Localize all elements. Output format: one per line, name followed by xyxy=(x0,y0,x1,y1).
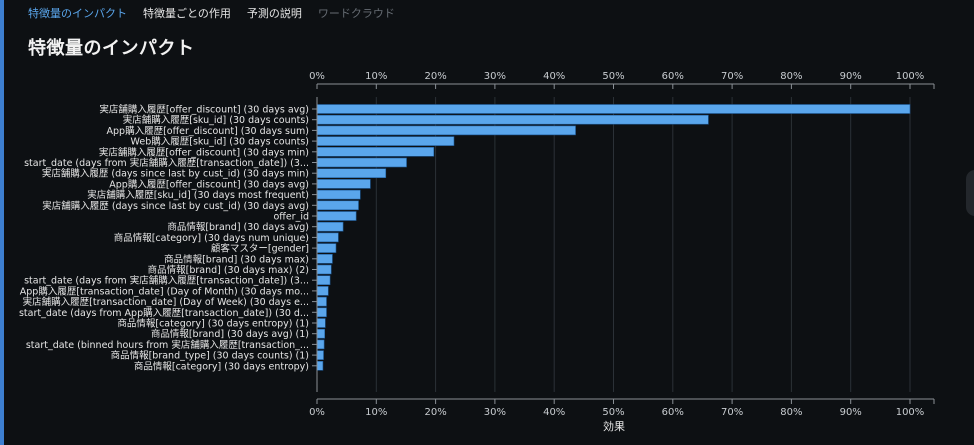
category-label: 商品情報[category] (30 days num unique) xyxy=(114,232,309,244)
category-label: 商品情報[brand] (30 days avg) xyxy=(167,221,309,233)
top-tick-label: 80% xyxy=(780,71,802,82)
top-tick-label: 20% xyxy=(424,71,446,82)
top-tick-label: 0% xyxy=(309,71,325,82)
category-label: start_date (days from 実店舗購入履歴[transactio… xyxy=(24,157,309,169)
bar xyxy=(316,254,333,264)
category-label: 実店舗購入履歴 (days since last by cust_id) (30… xyxy=(42,168,309,180)
bottom-tick-label: 20% xyxy=(424,407,446,418)
tab-word-cloud[interactable]: ワードクラウド xyxy=(317,7,395,20)
tab-feature-effects[interactable]: 特徴量ごとの作用 xyxy=(143,7,231,20)
bottom-tick-label: 100% xyxy=(896,407,925,418)
bar xyxy=(316,232,339,243)
grid-layer xyxy=(316,97,911,392)
bottom-tick-label: 30% xyxy=(484,407,506,418)
x-axis-label: 効果 xyxy=(603,419,625,433)
category-label: 商品情報[brand] (30 days max) (2) xyxy=(148,264,309,276)
bottom-axis: 0% 10% 20% 30% 40% 50% 60% 70% 80% 90% 100% xyxy=(309,398,935,418)
category-label: 実店舗購入履歴[offer_discount] (30 days avg) xyxy=(99,104,309,116)
tab-prediction-explanations[interactable]: 予測の説明 xyxy=(246,7,302,20)
bar xyxy=(316,147,435,157)
bar xyxy=(316,243,337,253)
category-label: 実店舗購入履歴[sku_id] (30 days most frequent) xyxy=(87,189,309,201)
bar xyxy=(316,168,387,178)
bar xyxy=(316,264,332,275)
bar xyxy=(316,307,327,318)
bottom-tick-label: 50% xyxy=(602,407,624,418)
bar xyxy=(316,286,329,296)
category-label: start_date (days from App購入履歴[transactio… xyxy=(19,307,309,319)
tab-bar: 特徴量のインパクト 特徴量ごとの作用 予測の説明 ワードクラウド xyxy=(28,6,395,24)
bar xyxy=(316,189,361,200)
tab-feature-impact[interactable]: 特徴量のインパクト xyxy=(28,7,127,20)
category-label: 実店舗購入履歴 (days since last by cust_id) (30… xyxy=(42,200,309,212)
category-label: 商品情報[category] (30 days entropy) (1) xyxy=(117,318,309,330)
bar xyxy=(316,114,709,125)
category-label: App購入履歴[offer_discount] (30 days avg) xyxy=(109,178,309,190)
bottom-tick-label: 0% xyxy=(309,407,325,418)
category-label: 顧客マスター[gender] xyxy=(211,243,309,255)
bar xyxy=(316,211,357,221)
category-label: start_date (binned hours from 実店舗購入履歴[tr… xyxy=(26,339,309,351)
scroll-handle[interactable] xyxy=(966,170,974,216)
category-labels: 実店舗購入履歴[offer_discount] (30 days avg)実店舗… xyxy=(19,97,318,392)
top-tick-label: 60% xyxy=(662,71,684,82)
left-accent-bar xyxy=(0,0,4,445)
bar xyxy=(316,296,327,307)
bar xyxy=(316,125,576,136)
bar xyxy=(316,179,371,189)
top-tick-label: 10% xyxy=(365,71,387,82)
category-label: Web購入履歴[sku_id] (30 days counts) xyxy=(131,136,309,148)
bottom-tick-label: 80% xyxy=(780,407,802,418)
bar xyxy=(316,200,359,211)
bottom-tick-label: 90% xyxy=(840,407,862,418)
bar xyxy=(316,136,455,146)
top-tick-label: 90% xyxy=(840,71,862,82)
bar xyxy=(316,275,331,286)
category-label: 実店舗購入履歴[transaction_date] (Day of Week) … xyxy=(23,296,309,308)
bar xyxy=(316,104,911,114)
category-label: 実店舗購入履歴[offer_discount] (30 days min) xyxy=(99,146,309,158)
bottom-tick-label: 40% xyxy=(543,407,565,418)
top-tick-label: 70% xyxy=(721,71,743,82)
bottom-tick-label: 10% xyxy=(365,407,387,418)
category-label: App購入履歴[offer_discount] (30 days sum) xyxy=(107,125,309,137)
top-tick-label: 100% xyxy=(896,71,925,82)
bar xyxy=(316,157,407,168)
page-title: 特徴量のインパクト xyxy=(28,38,195,59)
category-label: 実店舗購入履歴[sku_id] (30 days counts) xyxy=(123,114,309,126)
top-tick-label: 50% xyxy=(602,71,624,82)
bars-layer xyxy=(316,104,911,371)
bottom-tick-label: 70% xyxy=(721,407,743,418)
bar xyxy=(316,328,326,339)
category-label: 商品情報[brand] (30 days max) xyxy=(164,253,309,265)
top-tick-label: 30% xyxy=(484,71,506,82)
bar xyxy=(316,221,344,232)
category-label: 商品情報[brand_type] (30 days counts) (1) xyxy=(111,350,309,362)
category-label: App購入履歴[transaction_date] (Day of Month)… xyxy=(20,285,309,297)
category-label: start_date (days from 実店舗購入履歴[transactio… xyxy=(24,275,309,287)
bar xyxy=(316,318,326,328)
bar xyxy=(316,339,325,350)
category-label: 商品情報[category] (30 days entropy) xyxy=(134,360,309,372)
bar xyxy=(316,360,324,371)
top-tick-label: 40% xyxy=(543,71,565,82)
bar xyxy=(316,350,324,360)
category-label: 商品情報[brand] (30 days avg) (1) xyxy=(151,328,309,340)
category-label: offer_id xyxy=(273,212,309,223)
top-axis: 0% 10% 20% 30% 40% 50% 60% 70% 80% 90% 100% xyxy=(309,71,935,89)
bottom-tick-label: 60% xyxy=(662,407,684,418)
